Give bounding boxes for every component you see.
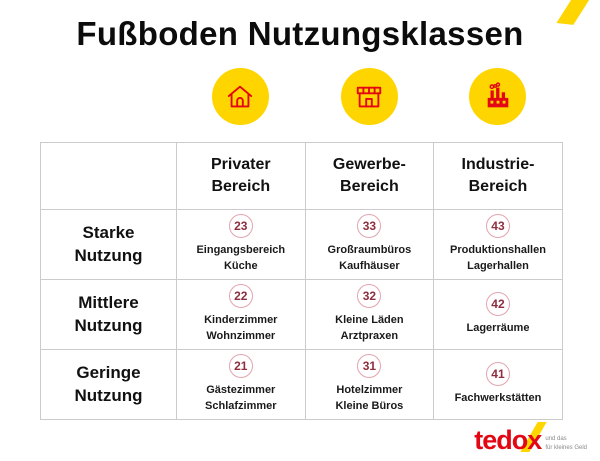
cell-text-line: Küche	[223, 260, 258, 272]
class-badge: 43	[485, 214, 510, 239]
row-header-line: Nutzung	[74, 315, 143, 335]
class-badge: 33	[357, 214, 382, 239]
class-badge: 42	[485, 292, 510, 317]
row-header-mittlere-nutzung: Mittlere Nutzung	[40, 279, 177, 350]
column-header-line: Bereich	[468, 178, 528, 195]
table-row-geringe-nutzung: Geringe Nutzung 21 Gästezimmer Schlafzim…	[40, 349, 563, 420]
house-icon-wrap	[176, 68, 305, 125]
row-header-line: Geringe	[76, 362, 141, 382]
table-cell: 33 Großraumbüros Kaufhäuser	[304, 209, 435, 280]
usage-class-table: Privater Bereich Gewerbe- Bereich Indust…	[40, 142, 563, 420]
table-cell: 41 Fachwerkstätten	[433, 349, 563, 420]
factory-icon-svg	[487, 81, 508, 107]
cell-text-line: Kleine Läden	[335, 314, 404, 327]
page-title: Fußboden Nutzungsklassen	[76, 15, 524, 52]
column-header-line: Gewerbe-	[332, 156, 406, 174]
class-badge: 23	[228, 214, 253, 239]
cell-text-line: Lagerhallen	[467, 260, 529, 272]
column-header-line: Bereich	[211, 178, 271, 195]
row-header-line: Starke	[82, 222, 135, 242]
house-icon-svg	[228, 85, 253, 107]
row-header-starke-nutzung: Starke Nutzung	[40, 209, 177, 280]
cell-text-line: Großraumbüros	[327, 244, 412, 257]
cell-text-line: Fachwerkstätten	[454, 392, 542, 405]
table-row-starke-nutzung: Starke Nutzung 23 Eingangsbereich Küche …	[40, 209, 563, 280]
table-cell: 43 Produktionshallen Lagerhallen	[433, 209, 563, 280]
cell-text-line: Kinderzimmer	[204, 314, 278, 327]
house-icon	[211, 68, 269, 125]
row-header-line: Nutzung	[74, 245, 143, 265]
tedox-tagline: und das für kleines Geld	[545, 435, 587, 452]
cell-text-line: Kleine Büros	[335, 400, 404, 412]
table-cell: 21 Gästezimmer Schlafzimmer	[176, 349, 306, 420]
class-badge: 41	[485, 362, 510, 387]
cell-text-line: Lagerräume	[466, 322, 530, 335]
cell-text-line: Schlafzimmer	[205, 400, 277, 412]
tedox-logo-text: tedox	[474, 425, 542, 455]
cell-text-line: Arztpraxen	[340, 330, 399, 342]
shop-icon	[340, 68, 398, 125]
table-cell: 42 Lagerräume	[433, 279, 563, 350]
table-cell: 23 Eingangsbereich Küche	[176, 209, 306, 280]
category-icons-row	[176, 68, 562, 125]
tagline-line: für kleines Geld	[545, 444, 587, 451]
cell-text-line: Gästezimmer	[206, 384, 276, 397]
row-header-line: Nutzung	[74, 385, 143, 405]
class-badge: 31	[357, 354, 382, 379]
column-header-industrie-bereich: Industrie- Bereich	[433, 142, 563, 210]
cell-text-line: Kaufhäuser	[339, 260, 400, 272]
table-cell: 31 Hotelzimmer Kleine Büros	[304, 349, 435, 420]
class-badge: 21	[228, 354, 253, 379]
column-header-line: Privater	[211, 156, 271, 174]
cell-text-line: Wohnzimmer	[206, 330, 276, 342]
factory-icon-wrap	[433, 68, 562, 125]
table-header-row: Privater Bereich Gewerbe- Bereich Indust…	[40, 142, 563, 210]
class-badge: 22	[228, 284, 253, 309]
table-row-mittlere-nutzung: Mittlere Nutzung 22 Kinderzimmer Wohnzim…	[40, 279, 563, 350]
row-header-line: Mittlere	[78, 292, 139, 312]
tedox-logo: tedox und das für kleines Geld	[474, 422, 587, 456]
tagline-line: und das	[545, 436, 567, 443]
cell-text-line: Produktionshallen	[450, 244, 546, 257]
column-header-line: Bereich	[340, 178, 399, 195]
factory-icon	[469, 68, 527, 125]
cell-text-line: Hotelzimmer	[336, 384, 403, 397]
table-cell: 22 Kinderzimmer Wohnzimmer	[176, 279, 306, 350]
shop-icon-wrap	[305, 68, 434, 125]
table-cell: 32 Kleine Läden Arztpraxen	[304, 279, 435, 350]
column-header-line: Industrie-	[461, 156, 535, 174]
column-header-privater-bereich: Privater Bereich	[176, 142, 306, 210]
shop-icon-svg	[356, 86, 382, 107]
table-corner-cell	[40, 142, 177, 210]
cell-text-line: Eingangsbereich	[196, 244, 286, 257]
class-badge: 32	[357, 284, 382, 309]
row-header-geringe-nutzung: Geringe Nutzung	[40, 349, 177, 420]
tedox-logo-word: tedox	[474, 422, 547, 456]
column-header-gewerbe-bereich: Gewerbe- Bereich	[304, 142, 435, 210]
